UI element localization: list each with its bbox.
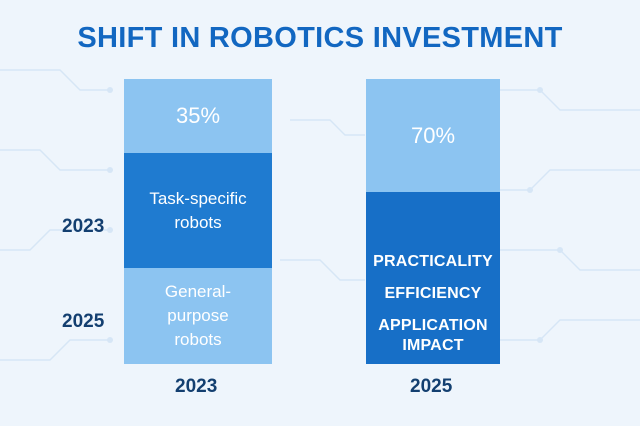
category-label-2025: 2025: [410, 376, 453, 397]
bar-2023-segment-general-purpose: General-purpose robots: [124, 268, 272, 364]
general-purpose-label: General-purpose robots: [164, 282, 232, 349]
task-specific-label: Task-specific robots: [149, 188, 247, 232]
row-label-2025: 2025: [62, 311, 105, 332]
factor-application-impact: APPLICATION IMPACT: [378, 317, 488, 354]
category-label-2023: 2023: [175, 376, 218, 397]
bar-2023-percent-label: 35%: [175, 103, 221, 128]
bar-2023-segment-task-specific: Task-specific robots: [124, 153, 272, 268]
bar-2023-segment-percent: 35%: [124, 79, 272, 153]
factor-efficiency: EFFICIENCY: [384, 285, 482, 302]
factor-practicality: PRACTICALITY: [373, 253, 493, 270]
bar-2025-segment-percent: 70%: [366, 79, 500, 192]
bar-2025-percent-label: 70%: [410, 122, 456, 148]
row-label-2023: 2023: [62, 216, 105, 237]
bar-2025-segment-factors: PRACTICALITY EFFICIENCY APPLICATION IMPA…: [366, 192, 500, 364]
chart-title: SHIFT IN ROBOTICS INVESTMENT: [77, 22, 563, 54]
